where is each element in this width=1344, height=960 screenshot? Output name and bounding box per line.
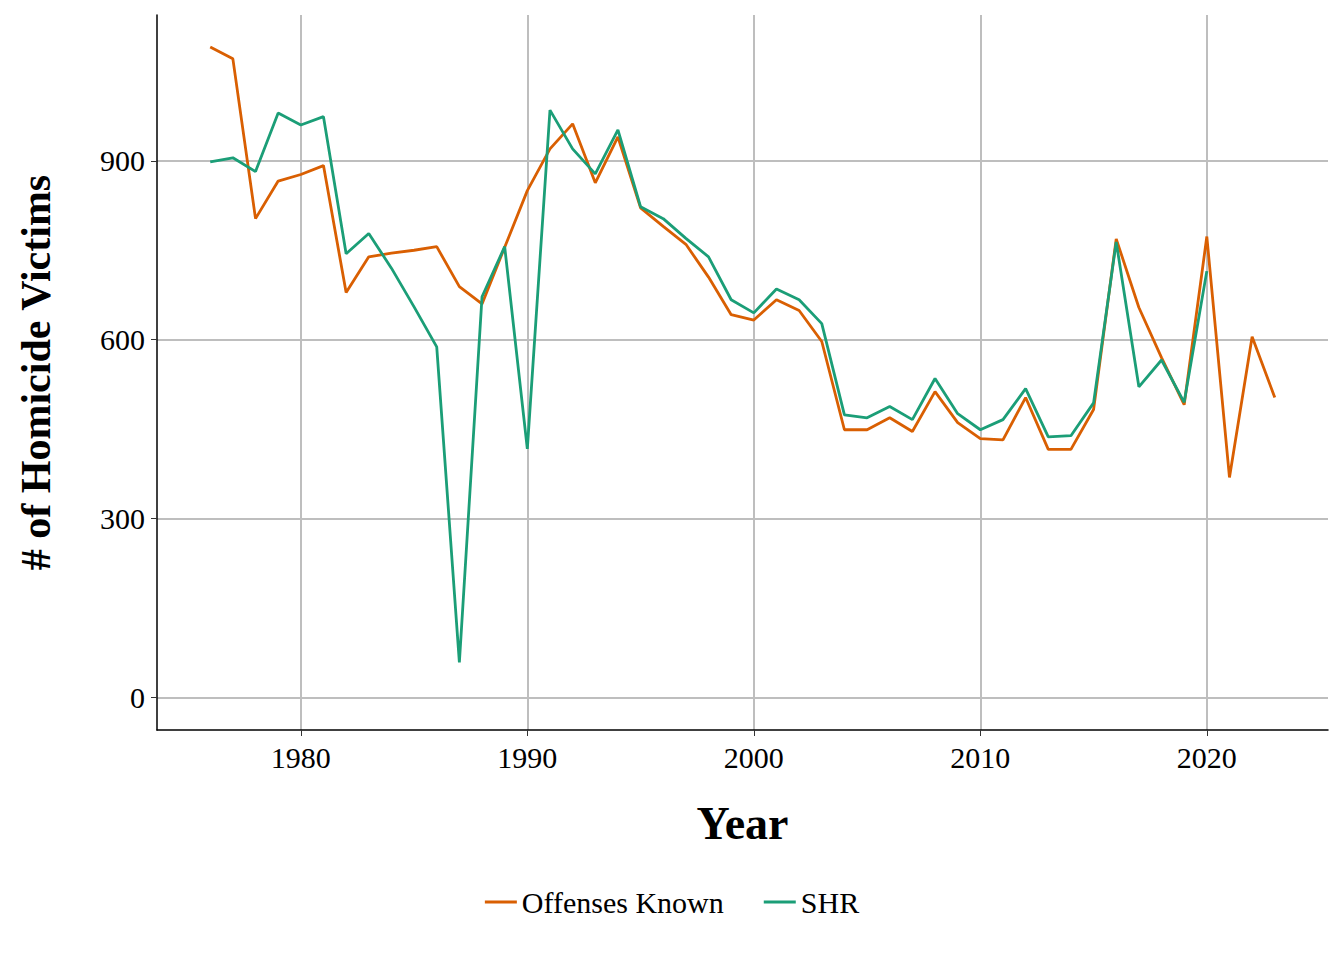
svg-text:0: 0 [130,681,145,714]
svg-text:2020: 2020 [1177,741,1237,774]
svg-text:1980: 1980 [271,741,331,774]
svg-text:2010: 2010 [950,741,1010,774]
svg-text:SHR: SHR [801,886,859,919]
svg-text:Offenses Known: Offenses Known [522,886,724,919]
svg-text:Year: Year [697,798,789,849]
svg-text:1990: 1990 [497,741,557,774]
svg-text:300: 300 [100,502,145,535]
svg-text:2000: 2000 [724,741,784,774]
svg-text:900: 900 [100,144,145,177]
svg-text:600: 600 [100,323,145,356]
svg-text:# of Homicide Victims: # of Homicide Victims [13,175,59,570]
